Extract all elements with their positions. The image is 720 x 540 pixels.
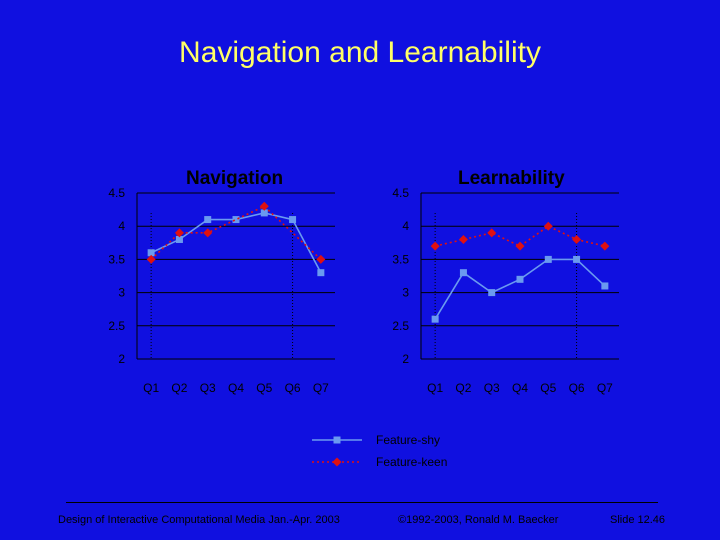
- x-tick-label: Q6: [285, 381, 301, 395]
- data-point-feature-keen: [259, 201, 269, 211]
- x-tick-label: Q1: [427, 381, 443, 395]
- data-point-feature-keen: [515, 241, 525, 251]
- x-tick-label: Q4: [512, 381, 528, 395]
- y-tick-label: 2: [118, 352, 125, 366]
- data-point-feature-shy: [289, 216, 297, 224]
- data-point-feature-shy: [573, 255, 581, 263]
- slide-title: Navigation and Learnability: [179, 36, 541, 69]
- legend-label: Feature-shy: [376, 433, 440, 447]
- legend: Feature-shy Feature-keen: [312, 433, 447, 469]
- data-point-feature-shy: [459, 269, 467, 277]
- data-point-feature-shy: [175, 235, 183, 243]
- series-line-feature-shy: [434, 258, 606, 320]
- footer-slide-number: Slide 12.46: [610, 514, 666, 526]
- chart-navigation: 2 2.5 3 3.5 4 4.5 Q1 Q2 Q3 Q4 Q5 Q6 Q7: [108, 186, 335, 395]
- x-tick-label: Q3: [200, 381, 216, 395]
- legend-marker: [332, 457, 342, 467]
- y-tick-label: 3.5: [392, 252, 409, 266]
- y-tick-label: 4.5: [392, 186, 409, 200]
- y-tick-label: 2.5: [108, 319, 125, 333]
- data-point-feature-keen: [458, 234, 468, 244]
- series-line-feature-keen: [150, 205, 322, 260]
- data-point-feature-shy: [516, 275, 524, 283]
- x-tick-label: Q3: [484, 381, 500, 395]
- x-tick-label: Q5: [256, 381, 272, 395]
- data-point-feature-shy: [431, 315, 439, 323]
- data-point-feature-shy: [232, 216, 240, 224]
- chart-learnability: 2 2.5 3 3.5 4 4.5 Q1 Q2 Q3 Q4 Q5 Q6 Q7: [392, 186, 619, 395]
- y-tick-label: 4: [118, 219, 125, 233]
- y-tick-label: 4: [402, 219, 409, 233]
- data-point-feature-shy: [260, 209, 268, 217]
- x-tick-label: Q2: [171, 381, 187, 395]
- y-tick-label: 3: [402, 286, 409, 300]
- x-tick-label: Q2: [455, 381, 471, 395]
- x-tick-label: Q1: [143, 381, 159, 395]
- data-point-feature-keen: [430, 241, 440, 251]
- data-point-feature-keen: [543, 221, 553, 231]
- data-point-feature-shy: [204, 216, 212, 224]
- chart-title-learnability: Learnability: [458, 168, 565, 189]
- data-point-feature-keen: [487, 228, 497, 238]
- footer-divider: [66, 502, 658, 503]
- y-tick-label: 4.5: [108, 186, 125, 200]
- data-point-feature-keen: [146, 254, 156, 264]
- y-tick-label: 3: [118, 286, 125, 300]
- legend-marker: [333, 436, 341, 444]
- data-point-feature-shy: [147, 249, 155, 257]
- data-point-feature-keen: [316, 254, 326, 264]
- data-point-feature-shy: [601, 282, 609, 290]
- data-point-feature-shy: [317, 269, 325, 277]
- x-tick-label: Q7: [313, 381, 329, 395]
- data-point-feature-keen: [174, 228, 184, 238]
- x-tick-label: Q4: [228, 381, 244, 395]
- footer-copyright: ©1992-2003, Ronald M. Baecker: [398, 514, 559, 526]
- y-tick-label: 2.5: [392, 319, 409, 333]
- data-point-feature-keen: [203, 228, 213, 238]
- y-tick-label: 2: [402, 352, 409, 366]
- x-tick-label: Q6: [569, 381, 585, 395]
- x-tick-label: Q7: [597, 381, 613, 395]
- data-point-feature-shy: [544, 255, 552, 263]
- y-tick-label: 3.5: [108, 252, 125, 266]
- data-point-feature-keen: [600, 241, 610, 251]
- data-point-feature-shy: [488, 289, 496, 297]
- data-point-feature-keen: [572, 234, 582, 244]
- footer-course: Design of Interactive Computational Medi…: [58, 514, 340, 526]
- chart-title-navigation: Navigation: [186, 168, 284, 189]
- legend-label: Feature-keen: [376, 455, 447, 469]
- x-tick-label: Q5: [540, 381, 556, 395]
